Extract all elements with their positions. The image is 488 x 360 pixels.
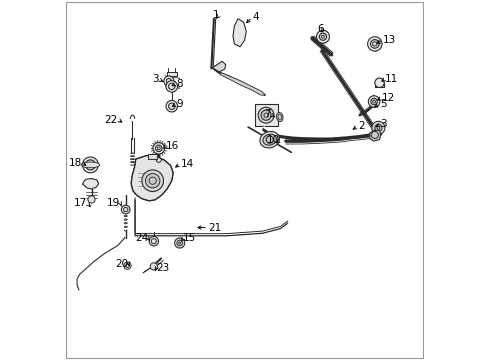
Circle shape [85, 160, 95, 170]
Circle shape [163, 76, 174, 86]
Polygon shape [167, 72, 177, 76]
Circle shape [168, 83, 175, 90]
Circle shape [145, 174, 160, 188]
Circle shape [374, 124, 381, 131]
Circle shape [174, 238, 184, 248]
Text: 24: 24 [135, 233, 148, 243]
Circle shape [261, 110, 270, 120]
Ellipse shape [276, 113, 283, 121]
Circle shape [370, 98, 377, 105]
Text: 13: 13 [382, 35, 396, 45]
Text: 3: 3 [380, 119, 386, 129]
Polygon shape [369, 130, 380, 141]
Circle shape [370, 131, 378, 139]
Polygon shape [148, 154, 157, 159]
Text: 4: 4 [252, 12, 259, 22]
Circle shape [316, 30, 329, 43]
Polygon shape [220, 73, 265, 95]
Circle shape [370, 40, 378, 48]
Text: 15: 15 [183, 233, 196, 243]
Circle shape [82, 157, 98, 173]
Circle shape [367, 96, 379, 107]
Ellipse shape [260, 131, 279, 148]
Circle shape [168, 103, 175, 109]
Text: 17: 17 [73, 198, 87, 208]
Text: 1: 1 [212, 10, 219, 20]
Circle shape [88, 196, 95, 203]
Polygon shape [131, 156, 173, 201]
Polygon shape [211, 61, 225, 72]
Circle shape [150, 263, 157, 270]
Circle shape [166, 100, 177, 112]
Circle shape [265, 136, 273, 143]
Text: 18: 18 [68, 158, 81, 168]
Circle shape [258, 107, 273, 123]
Polygon shape [254, 104, 277, 126]
Text: 22: 22 [104, 114, 118, 125]
Text: 7: 7 [263, 109, 270, 120]
Text: 23: 23 [156, 263, 169, 273]
Circle shape [166, 81, 177, 92]
Circle shape [156, 157, 161, 162]
Text: 14: 14 [180, 159, 193, 169]
Ellipse shape [81, 162, 100, 168]
Text: 21: 21 [207, 222, 221, 233]
Text: 8: 8 [176, 78, 183, 89]
Text: 12: 12 [381, 93, 394, 103]
Text: 3: 3 [152, 74, 159, 84]
Circle shape [121, 205, 130, 214]
Circle shape [374, 78, 384, 87]
Text: 9: 9 [176, 99, 183, 109]
Polygon shape [82, 179, 99, 189]
Text: 10: 10 [266, 135, 279, 145]
Text: 19: 19 [107, 198, 120, 208]
Circle shape [123, 262, 131, 269]
Circle shape [319, 33, 326, 40]
Circle shape [177, 240, 182, 246]
Circle shape [367, 37, 381, 51]
Circle shape [153, 143, 164, 154]
Ellipse shape [277, 114, 281, 120]
Circle shape [371, 121, 384, 134]
Text: 11: 11 [384, 74, 397, 84]
Text: 20: 20 [115, 258, 128, 269]
Text: 5: 5 [379, 99, 386, 109]
Text: 2: 2 [357, 121, 364, 131]
Text: 16: 16 [166, 141, 179, 151]
Ellipse shape [263, 134, 276, 145]
Circle shape [155, 145, 162, 152]
Polygon shape [232, 19, 246, 47]
Circle shape [149, 237, 158, 246]
Circle shape [142, 170, 163, 192]
Text: 6: 6 [316, 24, 323, 34]
